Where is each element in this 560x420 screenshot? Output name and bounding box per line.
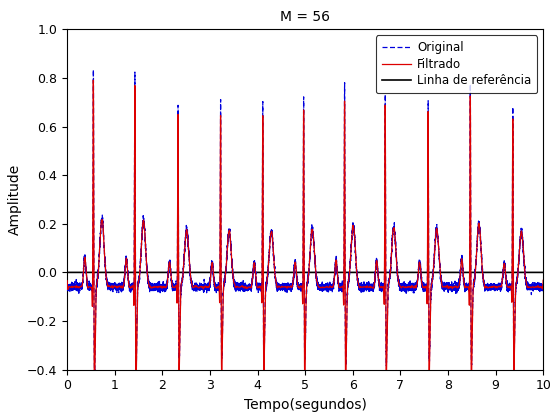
Y-axis label: Amplitude: Amplitude — [7, 164, 21, 235]
Legend: Original, Filtrado, Linha de referência: Original, Filtrado, Linha de referência — [376, 35, 537, 93]
X-axis label: Tempo(segundos): Tempo(segundos) — [244, 398, 367, 412]
Title: M = 56: M = 56 — [280, 10, 330, 24]
